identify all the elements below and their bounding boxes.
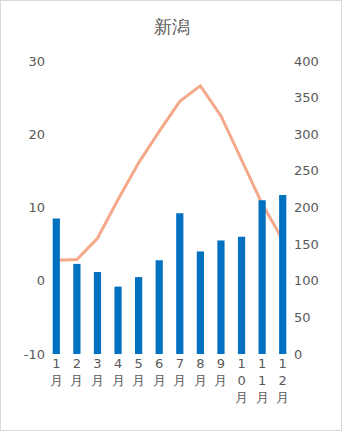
- svg-text:7月: 7月: [173, 356, 186, 388]
- svg-text:-10: -10: [24, 347, 45, 362]
- svg-text:400: 400: [294, 54, 319, 69]
- svg-text:9月: 9月: [214, 356, 227, 388]
- svg-text:5月: 5月: [132, 356, 145, 388]
- svg-text:8月: 8月: [194, 356, 207, 388]
- svg-text:2月: 2月: [70, 356, 83, 388]
- svg-text:11月: 11月: [256, 356, 269, 405]
- svg-text:新潟: 新潟: [154, 16, 190, 37]
- svg-text:0: 0: [294, 347, 302, 362]
- svg-text:6月: 6月: [153, 356, 166, 388]
- svg-text:3月: 3月: [91, 356, 104, 388]
- svg-text:12月: 12月: [276, 356, 289, 405]
- svg-text:250: 250: [294, 163, 319, 178]
- svg-text:200: 200: [294, 200, 319, 215]
- svg-text:10: 10: [28, 200, 45, 215]
- svg-text:1月: 1月: [50, 356, 63, 388]
- svg-text:0: 0: [37, 273, 45, 288]
- svg-text:350: 350: [294, 90, 319, 105]
- svg-text:4月: 4月: [112, 356, 125, 388]
- svg-text:20: 20: [28, 127, 45, 142]
- svg-text:10月: 10月: [235, 356, 248, 405]
- svg-text:150: 150: [294, 237, 319, 252]
- svg-text:300: 300: [294, 127, 319, 142]
- svg-text:100: 100: [294, 273, 319, 288]
- svg-text:50: 50: [294, 310, 311, 325]
- svg-text:30: 30: [28, 54, 45, 69]
